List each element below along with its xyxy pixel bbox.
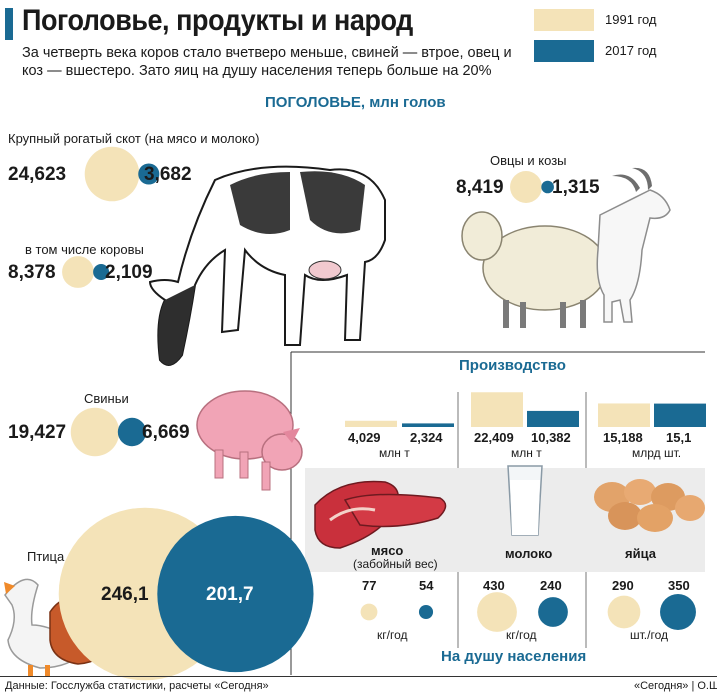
meat-production-unit: млн т: [379, 446, 410, 460]
cattle-value-1991: 24,623: [8, 164, 67, 185]
eggs-percapita-unit: шт./год: [630, 628, 668, 642]
eggs-icon: [594, 479, 705, 532]
sheep-icon: [461, 211, 608, 328]
legend-swatch-2017: [534, 40, 594, 62]
cattle-label: Крупный рогатый скот (на мясо и молоко): [8, 131, 260, 146]
eggs-percapita-bubble-2017: [660, 594, 696, 630]
eggs-production-1991: 15,188: [603, 430, 643, 445]
meat-bar-2017: [402, 423, 454, 427]
pigs-label: Свиньи: [84, 391, 129, 406]
sheep-goats-bubble-1991: [510, 171, 542, 203]
eggs-production-2017: 15,1: [666, 430, 692, 445]
livestock-section-title: ПОГОЛОВЬЕ, млн голов: [265, 94, 446, 111]
meat-percapita-1991: 77: [362, 578, 377, 593]
meat-bar-1991: [345, 420, 397, 427]
milk-percapita-2017: 240: [540, 578, 562, 593]
eggs-percapita-2017: 350: [668, 578, 690, 593]
poultry-label: Птица: [27, 549, 65, 564]
percapita-section-title: На душу населения: [441, 648, 587, 665]
production-section-title: Производство: [459, 357, 566, 374]
milk-bar-2017: [527, 410, 579, 427]
eggs-percapita-bubble-1991: [607, 595, 641, 629]
cows-value-2017: 2,109: [105, 262, 153, 283]
page-title: Поголовье, продукты и народ: [22, 4, 413, 37]
footer-divider: [0, 676, 717, 677]
cows-value-1991: 8,378: [8, 262, 56, 283]
cow-icon: [148, 165, 386, 366]
sheep-goats-bubble-2017: [541, 180, 554, 194]
cattle-bubble-2017: [138, 163, 160, 185]
sheep-goats-value-2017: 1,315: [552, 177, 600, 198]
meat-production-2017: 2,324: [410, 430, 443, 445]
milk-percapita-bubble-2017: [538, 597, 568, 627]
milk-percapita-1991: 430: [483, 578, 505, 593]
pigs-bubble-2017: [117, 417, 147, 447]
eggs-label: яйца: [625, 546, 656, 561]
sheep-goats-label: Овцы и козы: [490, 153, 567, 168]
meat-percapita-bubble-2017: [418, 604, 434, 620]
meat-label: мясо: [371, 543, 404, 558]
eggs-bar-2017: [654, 403, 706, 427]
eggs-bar-1991: [598, 403, 650, 427]
milk-bar-1991: [471, 392, 523, 427]
milk-percapita-bubble-1991: [477, 592, 517, 632]
milk-production-2017: 10,382: [531, 430, 571, 445]
meat-sublabel: (забойный вес): [353, 557, 438, 571]
milk-production-1991: 22,409: [474, 430, 514, 445]
legend-label-2017: 2017 год: [605, 43, 657, 58]
meat-percapita-unit: кг/год: [377, 628, 408, 642]
poultry-value-1991: 246,1: [101, 584, 149, 605]
footer-credit: «Сегодня» | О.Ш.: [634, 680, 717, 692]
pig-icon: [196, 390, 303, 491]
pigs-value-1991: 19,427: [8, 422, 67, 443]
cows-bubble-1991: [62, 256, 94, 288]
meat-percapita-bubble-1991: [360, 603, 378, 621]
meat-percapita-2017: 54: [419, 578, 434, 593]
poultry-bubble-2017: [157, 515, 314, 673]
cattle-bubble-1991: [84, 146, 140, 202]
milk-label: молоко: [505, 546, 553, 561]
title-accent-bar: [5, 8, 13, 40]
milk-percapita-unit: кг/год: [506, 628, 537, 642]
chart-marks: [58, 146, 706, 681]
sheep-goats-value-1991: 8,419: [456, 177, 504, 198]
eggs-percapita-1991: 290: [612, 578, 634, 593]
legend-label-1991: 1991 год: [605, 12, 657, 27]
pigs-value-2017: 6,669: [142, 422, 190, 443]
legend-swatch-1991: [534, 9, 594, 31]
cows-bubble-2017: [93, 264, 110, 280]
cows-label: в том числе коровы: [25, 242, 144, 257]
milk-production-unit: млн т: [511, 446, 542, 460]
pigs-bubble-1991: [70, 407, 120, 457]
poultry-value-2017: 201,7: [206, 584, 254, 605]
footer-source: Данные: Госслужба статистики, расчеты «С…: [5, 680, 269, 692]
cattle-value-2017: 3,682: [144, 164, 192, 185]
eggs-production-unit: млрд шт.: [632, 446, 682, 460]
page-subtitle: За четверть века коров стало вчетверо ме…: [22, 45, 512, 79]
meat-icon: [314, 480, 447, 549]
goat-icon: [596, 167, 671, 323]
milk-glass-icon: [507, 465, 543, 536]
meat-production-1991: 4,029: [348, 430, 381, 445]
